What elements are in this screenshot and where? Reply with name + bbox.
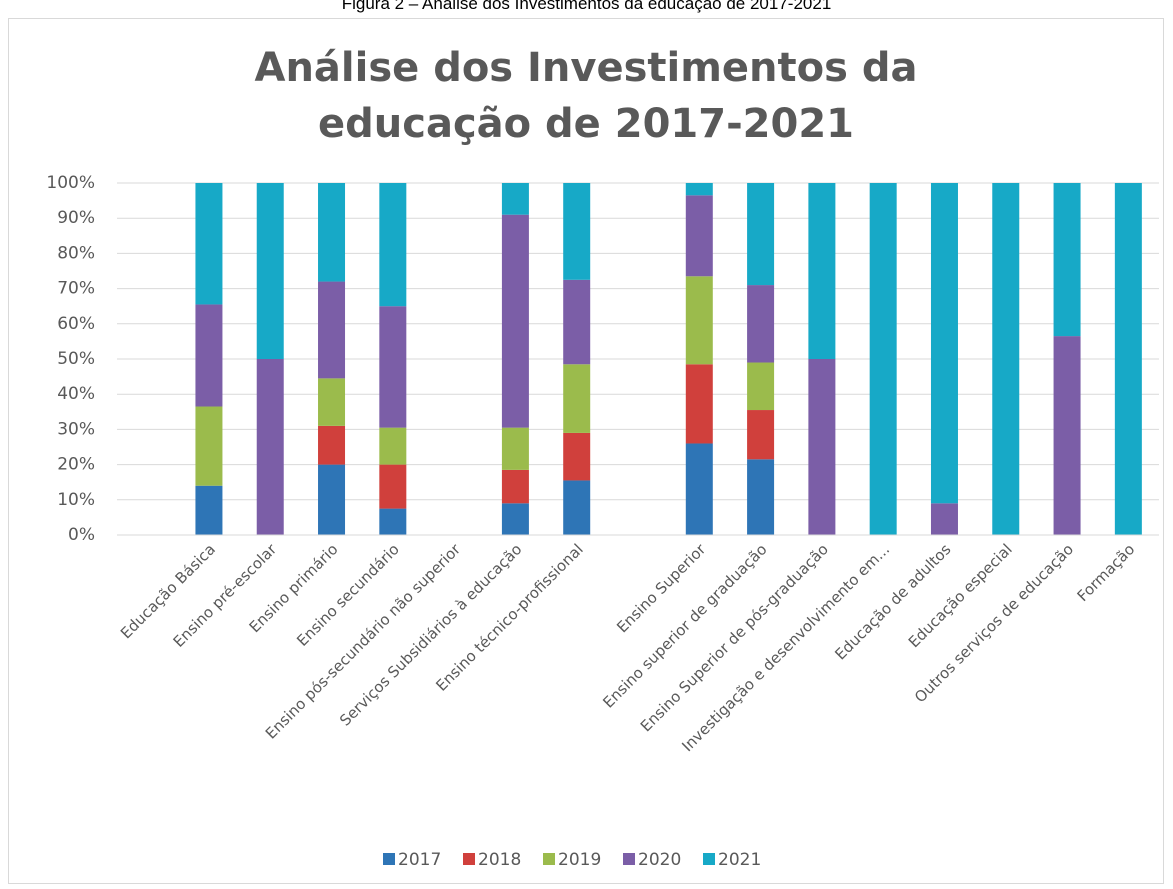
y-tick-label: 40% [57,384,95,404]
bar-segment [379,508,407,535]
bar-segment [869,183,897,535]
bar-segment [685,276,713,365]
bar-segment [685,364,713,444]
bar-segment [318,281,346,379]
bar-segment [563,279,591,365]
y-tick-label: 50% [57,349,95,369]
bar-segment [501,183,529,215]
bar-segment [685,443,713,535]
bar-segment [195,485,223,535]
x-tick-label: Formação [1074,540,1139,605]
bar-segment [563,364,591,433]
bar-segment [318,425,346,465]
bar-segment [379,427,407,465]
x-tick-label: Educação especial [905,540,1016,651]
legend-swatch [383,853,395,865]
bar-segment [318,464,346,535]
bar-segment [563,480,591,535]
bar-segment [256,359,284,535]
bar-segment [747,459,775,535]
legend-label: 2019 [558,850,601,870]
bar-segment [379,306,407,428]
bar-segment [563,183,591,280]
bar-segment [501,427,529,470]
caption: Figura 2 – Análise dos Investimentos da … [341,0,832,13]
bar-segment [930,503,958,535]
y-tick-label: 90% [57,208,95,228]
bar-segment [1053,336,1081,535]
bar-segment [195,183,223,305]
bar-segment [808,359,836,535]
legend-swatch [543,853,555,865]
x-tick-label: Educação de adultos [831,540,954,663]
bar-segment [318,183,346,282]
bar-segment [1053,183,1081,337]
bar-segment [195,406,223,486]
y-tick-label: 20% [57,455,95,475]
y-tick-label: 100% [46,173,95,193]
y-tick-label: 30% [57,419,95,439]
legend-label: 2018 [478,850,521,870]
chart-title: Análise dos Investimentos da educação de… [254,45,918,147]
y-tick-label: 60% [57,314,95,334]
legend-swatch [623,853,635,865]
bar-segment [808,183,836,359]
legend-label: 2020 [638,850,681,870]
y-tick-label: 70% [57,279,95,299]
y-tick-label: 0% [68,525,95,545]
y-tick-label: 10% [57,490,95,510]
bar-segment [501,469,529,504]
legend-swatch [463,853,475,865]
y-tick-label: 80% [57,243,95,263]
bar-segment [318,378,346,426]
bar-segment [379,464,407,509]
bar-segment [379,183,407,307]
bar-segment [195,304,223,407]
chart-frame [8,18,1164,884]
bar-segment [501,503,529,535]
bar-segment [930,183,958,504]
x-tick-label: Ensino pré-escolar [170,540,281,651]
bar-segment [1114,183,1142,535]
bar-segment [256,183,284,359]
bar-segment [992,183,1020,535]
legend-label: 2021 [718,850,761,870]
bar-segment [747,285,775,363]
bar-segment [501,214,529,428]
legend-label: 2017 [398,850,441,870]
bar-segment [747,410,775,460]
bar-segment [747,183,775,286]
bar-segment [685,195,713,277]
bar-segment [747,362,775,411]
x-tick-label: Ensino secundário [293,540,403,650]
bar-segment [563,432,591,481]
legend-swatch [703,853,715,865]
bar-segment [685,183,713,196]
